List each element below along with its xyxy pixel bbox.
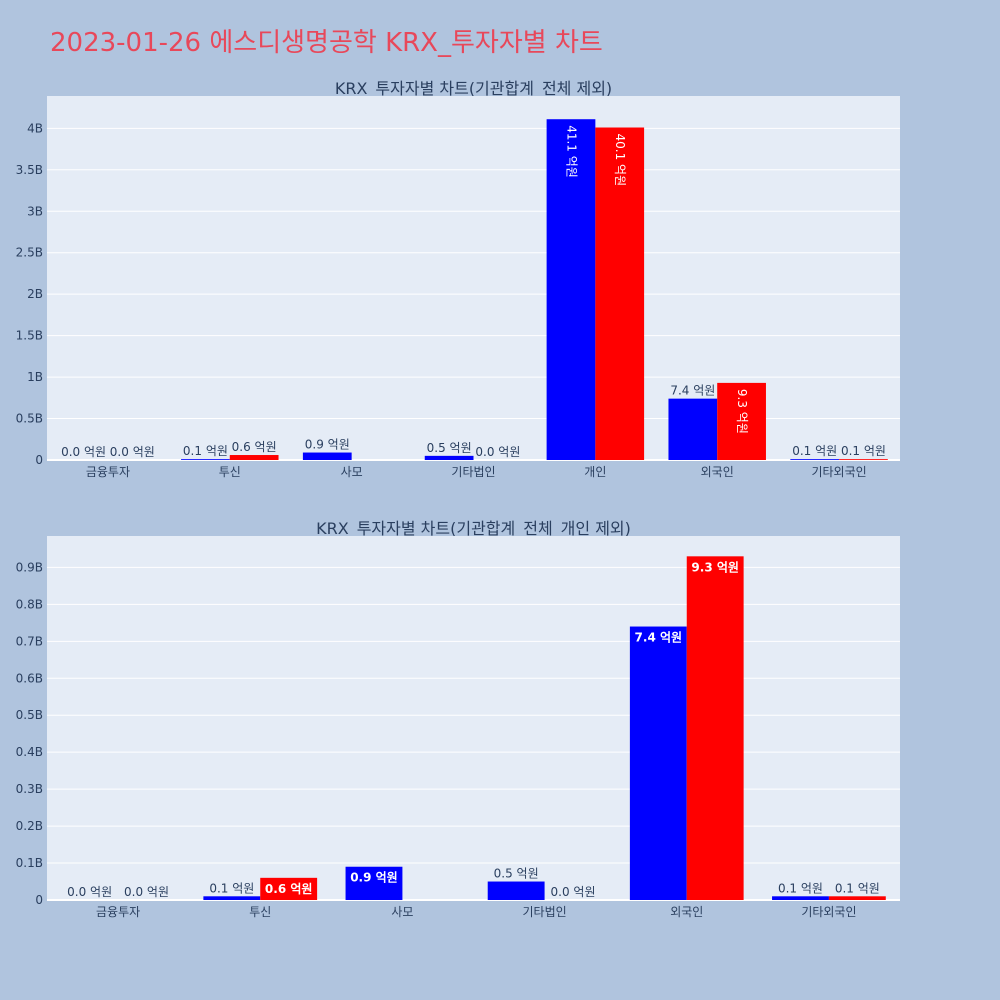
data-label: 7.4 억원 — [670, 384, 715, 398]
y-tick-label: 0.8B — [16, 597, 43, 611]
data-label: 0.0 억원 — [110, 445, 155, 459]
data-label: 0.1 억원 — [792, 444, 837, 458]
y-tick-label: 4B — [27, 121, 43, 135]
y-tick-label: 3.5B — [16, 163, 43, 177]
data-label: 9.3 억원 — [735, 389, 749, 434]
bar — [229, 455, 279, 460]
data-label: 0.6 억원 — [265, 882, 313, 896]
y-tick-label: 2B — [27, 287, 43, 301]
data-label: 0.0 억원 — [61, 445, 106, 459]
bar — [790, 459, 840, 460]
bar — [260, 877, 318, 900]
data-label: 0.6 억원 — [232, 440, 277, 454]
x-tick-label: 외국인 — [701, 465, 734, 479]
data-label: 0.1 억원 — [183, 444, 228, 458]
data-label: 0.0 억원 — [124, 885, 169, 899]
data-label: 0.5 억원 — [494, 867, 539, 881]
chart-bottom: KRX_투자자별 차트(기관합계_전체_개인 제외) 0 0.1B 0.2B 0.3B 0… — [16, 519, 900, 919]
x-tick-label: 금융투자 — [96, 905, 140, 919]
y-tick-label: 0 — [35, 893, 43, 907]
bar — [424, 455, 474, 460]
y-tick-label: 1.5B — [16, 329, 43, 343]
data-label: 0.1 억원 — [841, 444, 886, 458]
plot-area — [47, 536, 900, 900]
plot-area — [47, 96, 900, 460]
bar — [668, 398, 718, 460]
bar — [828, 896, 886, 900]
y-tick-label: 0.9B — [16, 560, 43, 574]
y-tick-label: 2.5B — [16, 246, 43, 260]
data-label: 41.1 억원 — [564, 125, 578, 178]
data-label: 0.9 억원 — [350, 871, 398, 885]
bar — [181, 459, 230, 460]
x-tick-label: 투신 — [219, 465, 241, 479]
y-tick-label: 0.5B — [16, 412, 43, 426]
bar — [686, 556, 744, 900]
data-label: 40.1 억원 — [613, 134, 627, 187]
chart-title: KRX_투자자별 차트(기관합계_전체 제외) — [335, 79, 612, 99]
y-tick-label: 0.3B — [16, 782, 43, 796]
bar — [629, 626, 687, 900]
bar — [772, 896, 829, 900]
x-tick-label: 기타외국인 — [811, 465, 866, 479]
data-label: 0.0 억원 — [67, 885, 112, 899]
bar — [302, 452, 352, 460]
x-tick-label: 사모 — [391, 905, 413, 919]
page-title: 2023-01-26 에스디생명공학 KRX_투자자별 차트 — [50, 28, 603, 58]
data-label: 0.1 억원 — [778, 881, 823, 895]
data-label: 0.1 억원 — [835, 881, 880, 895]
x-tick-label: 투신 — [249, 905, 271, 919]
x-tick-label: 기타외국인 — [801, 905, 856, 919]
x-tick-label: 기타법인 — [451, 465, 495, 479]
data-label: 0.5 억원 — [427, 441, 472, 455]
x-tick-label: 외국인 — [670, 905, 703, 919]
bar — [546, 119, 596, 460]
y-tick-label: 0 — [35, 453, 43, 467]
bar — [717, 382, 766, 460]
chart-title: KRX_투자자별 차트(기관합계_전체_개인 제외) — [316, 519, 631, 539]
data-label: 9.3 억원 — [691, 560, 739, 574]
x-tick-label: 금융투자 — [86, 465, 130, 479]
y-tick-label: 0.5B — [16, 708, 43, 722]
y-tick-label: 3B — [27, 204, 43, 218]
bar — [595, 127, 645, 461]
y-tick-label: 0.4B — [16, 745, 43, 759]
x-tick-label: 기타법인 — [522, 905, 566, 919]
bar — [203, 896, 261, 900]
x-tick-label: 사모 — [341, 465, 363, 479]
y-tick-label: 0.2B — [16, 819, 43, 833]
data-label: 0.1 억원 — [209, 881, 254, 895]
bar — [487, 881, 545, 900]
y-tick-label: 0.6B — [16, 671, 43, 685]
y-tick-label: 0.1B — [16, 856, 43, 870]
x-tick-label: 개인 — [584, 465, 606, 479]
y-tick-label: 1B — [27, 370, 43, 384]
data-label: 7.4 억원 — [635, 631, 683, 645]
data-label: 0.0 억원 — [551, 885, 596, 899]
y-tick-label: 0.7B — [16, 634, 43, 648]
bar — [839, 459, 888, 460]
bar — [345, 866, 403, 900]
data-label: 0.0 억원 — [475, 445, 520, 459]
chart-top: KRX_투자자별 차트(기관합계_전체 제외) 0 0.5B 1B 1.5B 2B 2.5B… — [16, 79, 900, 479]
data-label: 0.9 억원 — [305, 438, 350, 452]
